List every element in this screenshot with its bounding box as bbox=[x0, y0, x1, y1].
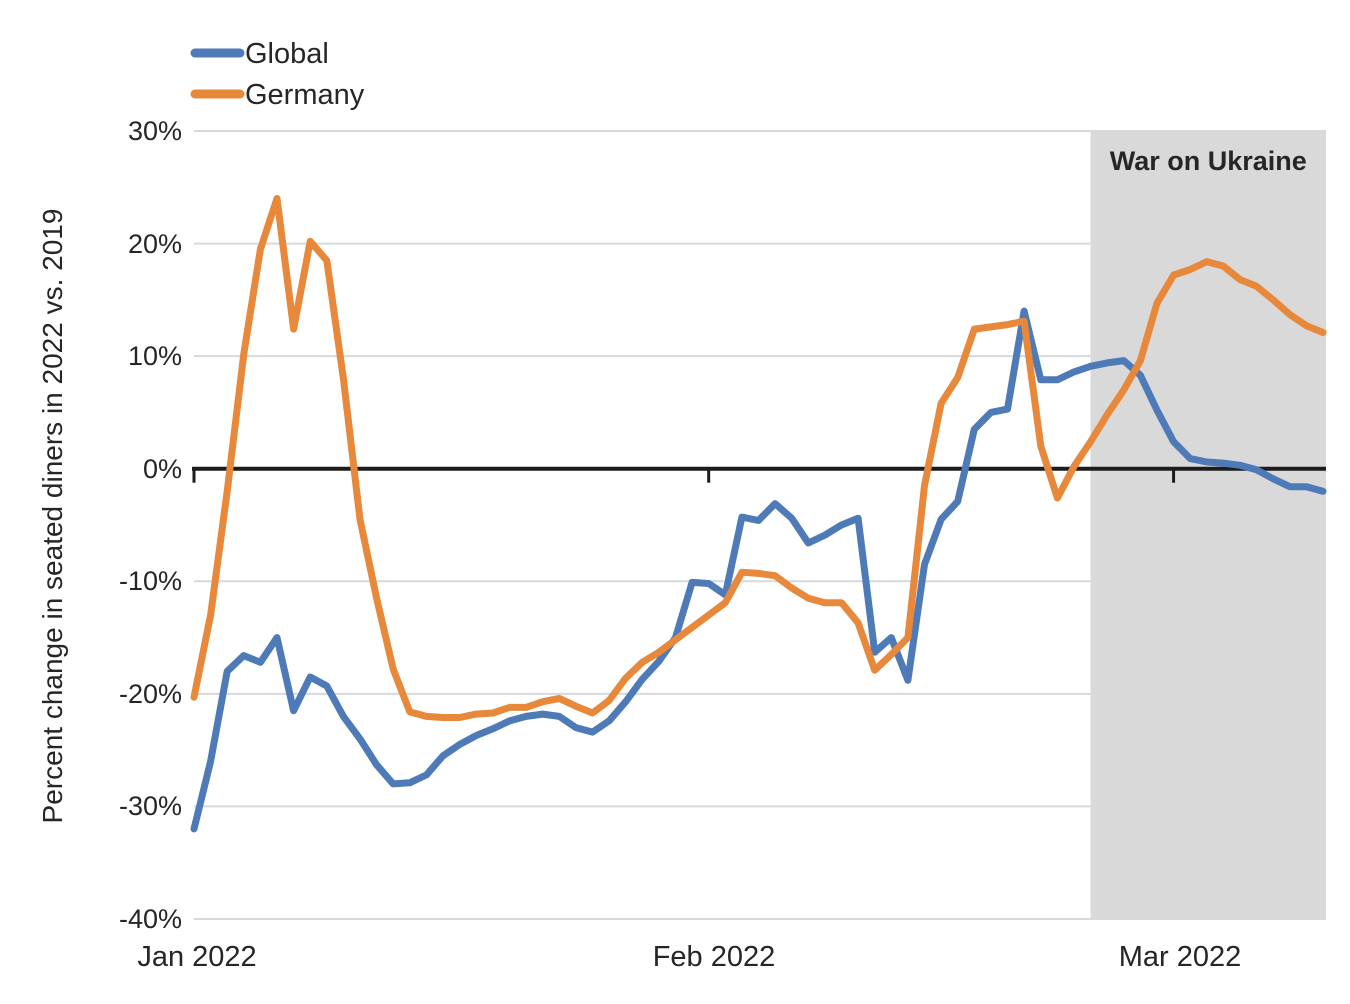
y-axis-labels: 30% 20% 10% 0% -10% -20% -30% -40% bbox=[119, 116, 182, 934]
x-axis-labels: Jan 2022 Feb 2022 Mar 2022 bbox=[137, 941, 1241, 973]
y-tick-label-0: 0% bbox=[143, 454, 182, 484]
war-region-label: War on Ukraine bbox=[1110, 146, 1307, 176]
legend: Global Germany bbox=[190, 38, 365, 111]
legend-label-global: Global bbox=[245, 38, 329, 70]
x-tick-label-jan: Jan 2022 bbox=[137, 941, 256, 973]
axis-ticks bbox=[192, 468, 1176, 483]
y-axis-title: Percent change in seated diners in 2022 … bbox=[37, 209, 68, 824]
legend-label-germany: Germany bbox=[245, 79, 365, 111]
x-tick-label-mar: Mar 2022 bbox=[1119, 941, 1242, 973]
germany-series-line bbox=[190, 195, 1327, 721]
y-tick-label-neg40: -40% bbox=[119, 904, 182, 934]
y-tick-label-neg20: -20% bbox=[119, 679, 182, 709]
x-tick-label-feb: Feb 2022 bbox=[653, 941, 776, 973]
series-lines bbox=[190, 195, 1327, 833]
y-tick-label-20: 20% bbox=[128, 229, 182, 259]
y-tick-label-10: 10% bbox=[128, 341, 182, 371]
y-tick-label-neg10: -10% bbox=[119, 566, 182, 596]
gridlines bbox=[194, 130, 1326, 920]
y-tick-label-30: 30% bbox=[128, 116, 182, 146]
y-tick-label-neg30: -30% bbox=[119, 791, 182, 821]
war-shaded-region bbox=[1090, 131, 1326, 919]
